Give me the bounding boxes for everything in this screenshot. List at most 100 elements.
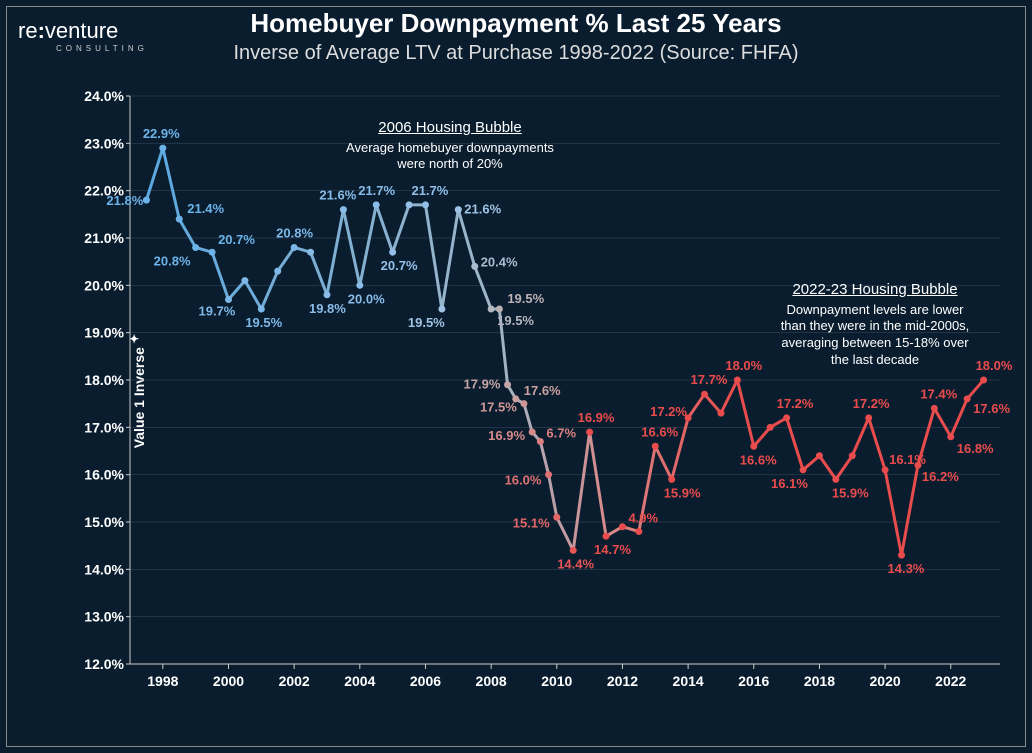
data-point-label: 20.4% xyxy=(481,254,518,269)
y-tick-label: 21.0% xyxy=(84,230,124,246)
data-point-label: 20.7% xyxy=(218,232,255,247)
annotation-box: 2022-23 Housing BubbleDownpayment levels… xyxy=(760,280,990,369)
data-point xyxy=(898,552,905,559)
data-point xyxy=(258,306,265,313)
data-point xyxy=(520,400,527,407)
data-point-label: 17.2% xyxy=(650,404,687,419)
data-point xyxy=(964,395,971,402)
data-point xyxy=(274,268,281,275)
data-point xyxy=(537,438,544,445)
data-point-label: 6.7% xyxy=(546,426,576,441)
data-point xyxy=(291,244,298,251)
data-point-label: 15.9% xyxy=(664,485,701,500)
y-tick-label: 23.0% xyxy=(84,135,124,151)
annotation-title: 2006 Housing Bubble xyxy=(330,118,570,138)
data-point xyxy=(717,410,724,417)
data-point xyxy=(422,201,429,208)
data-point xyxy=(931,405,938,412)
data-point xyxy=(865,414,872,421)
data-point xyxy=(389,249,396,256)
chart-subtitle: Inverse of Average LTV at Purchase 1998-… xyxy=(0,42,1032,65)
data-point xyxy=(192,244,199,251)
data-point xyxy=(373,201,380,208)
x-tick-label: 2012 xyxy=(607,673,638,689)
data-point xyxy=(496,306,503,313)
data-point-label: 19.8% xyxy=(309,301,346,316)
data-point-label: 16.9% xyxy=(578,410,615,425)
y-tick-label: 17.0% xyxy=(84,419,124,435)
data-point xyxy=(225,296,232,303)
data-point xyxy=(545,471,552,478)
data-point xyxy=(356,282,363,289)
y-tick-label: 20.0% xyxy=(84,277,124,293)
data-point-label: 16.1% xyxy=(771,476,808,491)
x-tick-label: 2020 xyxy=(870,673,901,689)
x-tick-label: 2022 xyxy=(935,673,966,689)
chart-title: Homebuyer Downpayment % Last 25 Years xyxy=(0,8,1032,39)
data-point xyxy=(800,466,807,473)
data-point xyxy=(471,263,478,270)
data-point-label: 17.2% xyxy=(853,396,890,411)
x-tick-label: 2014 xyxy=(673,673,704,689)
data-point-label: 17.9% xyxy=(464,377,501,392)
data-point-label: 16.2% xyxy=(922,469,959,484)
data-point xyxy=(947,433,954,440)
data-point-label: 19.5% xyxy=(507,291,544,306)
data-point xyxy=(529,429,536,436)
data-point-label: 17.4% xyxy=(920,386,957,401)
data-point-label: 20.7% xyxy=(381,258,418,273)
data-point xyxy=(882,466,889,473)
y-tick-label: 19.0% xyxy=(84,325,124,341)
data-point-label: 15.9% xyxy=(832,485,869,500)
data-point xyxy=(553,514,560,521)
data-point xyxy=(176,216,183,223)
data-point xyxy=(143,197,150,204)
data-point-label: 15.1% xyxy=(513,515,550,530)
data-point-label: 16.6% xyxy=(641,424,678,439)
data-point-label: 21.8% xyxy=(106,193,143,208)
data-point xyxy=(570,547,577,554)
annotation-line: Average homebuyer downpayments xyxy=(330,140,570,157)
y-tick-label: 18.0% xyxy=(84,372,124,388)
data-point-label: 18.0% xyxy=(725,358,762,373)
data-point xyxy=(668,476,675,483)
data-point-label: 21.7% xyxy=(358,183,395,198)
data-point xyxy=(783,414,790,421)
annotation-line: the last decade xyxy=(760,352,990,369)
data-point xyxy=(603,533,610,540)
x-tick-label: 2000 xyxy=(213,673,244,689)
data-point-label: 21.6% xyxy=(464,202,501,217)
data-point xyxy=(586,429,593,436)
x-tick-label: 1998 xyxy=(147,673,178,689)
y-tick-label: 14.0% xyxy=(84,561,124,577)
x-tick-label: 2018 xyxy=(804,673,835,689)
annotation-title: 2022-23 Housing Bubble xyxy=(760,280,990,300)
data-point-label: 19.7% xyxy=(198,304,235,319)
x-tick-label: 2004 xyxy=(344,673,375,689)
data-point-label: 16.0% xyxy=(505,473,542,488)
data-point xyxy=(652,443,659,450)
data-point-label: 21.7% xyxy=(411,183,448,198)
data-point-label: 20.8% xyxy=(276,225,313,240)
data-point-label: 17.2% xyxy=(777,396,814,411)
data-point xyxy=(619,523,626,530)
y-tick-label: 16.0% xyxy=(84,467,124,483)
annotation-line: than they were in the mid-2000s, xyxy=(760,318,990,335)
data-point-label: 20.0% xyxy=(348,291,385,306)
data-point xyxy=(734,377,741,384)
data-point-label: 17.6% xyxy=(973,401,1010,416)
data-point-label: 14.7% xyxy=(594,542,631,557)
plot-area: Value 1 Inverse ✦ 12.0%13.0%14.0%15.0%16… xyxy=(72,86,1012,696)
x-tick-label: 2002 xyxy=(279,673,310,689)
x-tick-label: 2010 xyxy=(541,673,572,689)
annotation-line: were north of 20% xyxy=(330,156,570,173)
data-point xyxy=(816,452,823,459)
data-point xyxy=(406,201,413,208)
chart-svg: 12.0%13.0%14.0%15.0%16.0%17.0%18.0%19.0%… xyxy=(72,86,1012,696)
data-point-label: 16.6% xyxy=(740,452,777,467)
data-point xyxy=(635,528,642,535)
data-point xyxy=(323,291,330,298)
data-point-label: 21.4% xyxy=(187,201,224,216)
y-tick-label: 13.0% xyxy=(84,609,124,625)
y-tick-label: 24.0% xyxy=(84,88,124,104)
